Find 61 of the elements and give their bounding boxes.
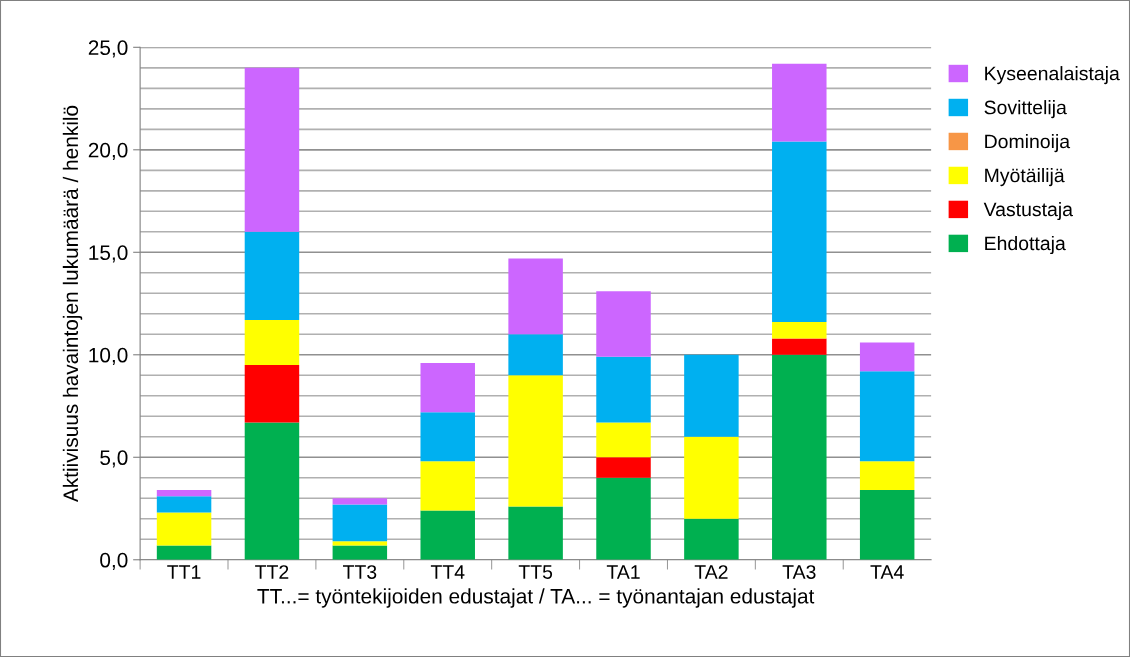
bar	[332, 541, 388, 546]
y-tick-label: 15,0	[89, 245, 128, 263]
bar	[156, 545, 212, 560]
bar	[859, 342, 915, 372]
bar	[596, 356, 651, 423]
bar	[332, 504, 388, 542]
bar	[332, 545, 388, 560]
x-tick-label: TA2	[694, 565, 728, 579]
bar	[596, 422, 651, 458]
y-axis-title: Aktiivisuus havaintojen lukumäärä / henkilö	[62, 105, 83, 503]
bar	[244, 231, 300, 320]
bar	[508, 375, 563, 507]
bar	[859, 461, 915, 491]
bar	[244, 319, 300, 366]
bar	[420, 362, 475, 413]
bar	[772, 354, 827, 560]
bar	[772, 63, 827, 142]
bar	[508, 258, 563, 335]
x-tick-label: TT4	[430, 565, 465, 579]
legend-label: Ehdottaja	[985, 235, 1066, 255]
bar	[684, 518, 739, 560]
bar	[772, 321, 827, 339]
y-tick-label: 25,0	[88, 40, 128, 58]
bar	[156, 496, 212, 513]
y-tick-label: 10,0	[89, 347, 128, 365]
bar	[772, 141, 827, 322]
bar	[596, 457, 651, 478]
x-tick-label: TT3	[343, 565, 377, 579]
legend-label: Myötäilijä	[985, 168, 1065, 187]
legend-label: Sovittelija	[984, 100, 1067, 119]
bar	[332, 498, 388, 505]
bar	[508, 334, 563, 376]
x-axis-title: TT...= työntekijoiden edustajat / TA... = työnantajan edustajat	[257, 588, 815, 608]
legend-label: Dominoija	[985, 134, 1071, 153]
bar	[772, 338, 827, 355]
x-tick-label: TA4	[870, 565, 904, 579]
bar	[156, 490, 212, 497]
bar	[684, 354, 739, 437]
bar	[420, 461, 475, 511]
bar	[859, 371, 915, 462]
bar	[508, 506, 563, 560]
bar	[420, 510, 475, 560]
bar	[244, 422, 300, 560]
bar	[596, 477, 651, 560]
x-tick-label: TA3	[782, 565, 816, 579]
x-tick-label: TT2	[255, 565, 289, 579]
bar	[244, 67, 300, 232]
bar	[156, 512, 212, 546]
x-tick-label: TA1	[606, 565, 640, 579]
x-tick-label: TT1	[167, 565, 201, 579]
bar	[420, 412, 475, 462]
bar	[244, 365, 300, 423]
y-tick-label: 5,0	[100, 450, 128, 468]
bar	[684, 436, 739, 519]
y-tick-label: 0,0	[100, 552, 128, 570]
y-tick-label: 20,0	[88, 142, 128, 161]
bar	[859, 490, 915, 560]
x-tick-label: TT5	[518, 565, 553, 579]
legend-label: Kyseenalaistaja	[985, 66, 1120, 85]
bar	[596, 291, 651, 357]
legend-label: Vastustaja	[983, 201, 1073, 221]
